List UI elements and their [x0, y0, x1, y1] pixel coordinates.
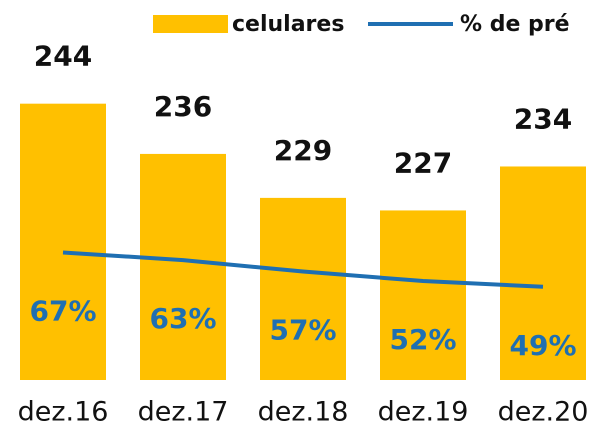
line-value-label: 57% — [269, 314, 336, 347]
bar-value-label: 234 — [514, 102, 572, 135]
x-tick-label: dez.17 — [138, 397, 229, 428]
bar-value-label: 236 — [154, 90, 212, 123]
bar — [380, 210, 466, 380]
bar — [20, 103, 106, 381]
x-tick-label: dez.18 — [258, 397, 349, 428]
legend-swatch — [153, 15, 228, 33]
bar — [260, 197, 346, 380]
line-value-label: 63% — [149, 302, 216, 335]
x-tick-label: dez.16 — [18, 397, 109, 428]
line — [62, 250, 544, 289]
bar-value-label: 229 — [274, 134, 332, 167]
bar — [140, 153, 226, 380]
legend-label: celulares — [232, 12, 344, 37]
line-value-label: 52% — [389, 323, 456, 356]
bar — [500, 166, 586, 380]
x-tick-label: dez.20 — [498, 397, 589, 428]
x-tick-label: dez.19 — [378, 397, 469, 428]
bar-value-label: 227 — [394, 146, 452, 179]
legend-label: % de pré — [460, 12, 570, 37]
line-value-label: 67% — [29, 294, 96, 327]
line-value-label: 49% — [509, 329, 576, 362]
bar-value-label: 244 — [34, 40, 92, 73]
